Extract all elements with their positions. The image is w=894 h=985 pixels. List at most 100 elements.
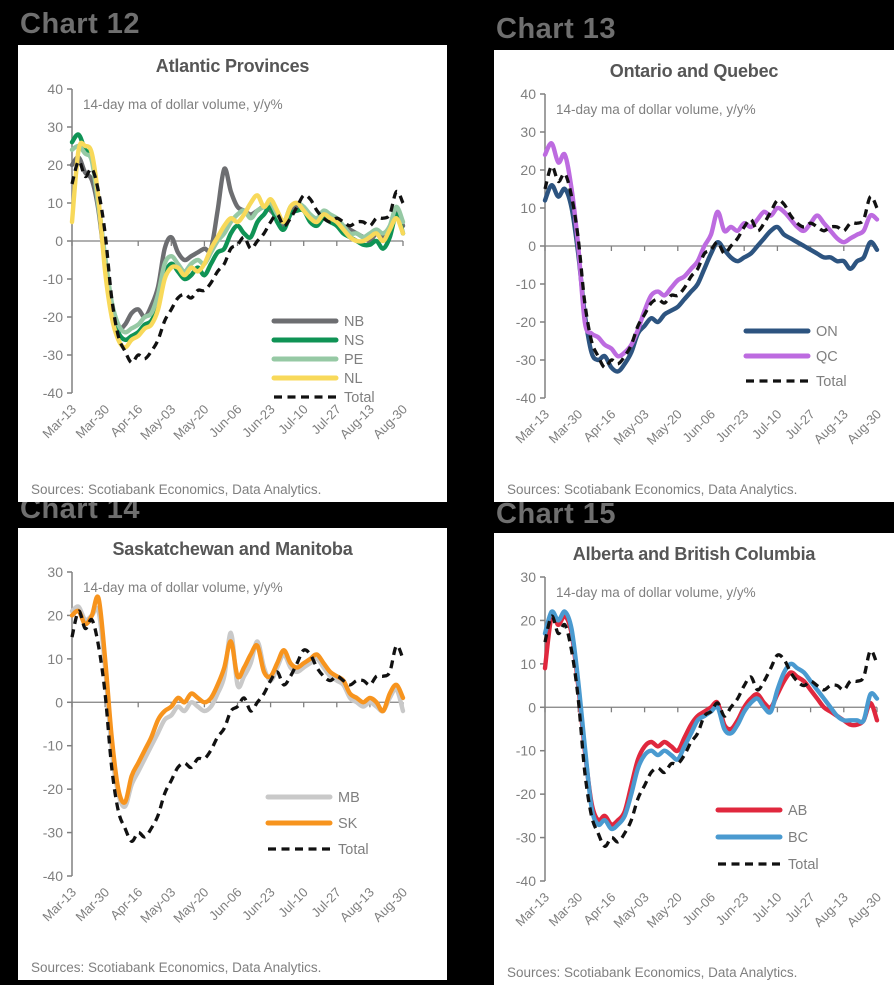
- x-tick-label: Jul-10: [275, 402, 311, 438]
- x-tick-label: Aug-30: [370, 885, 410, 925]
- series-total-line: [70, 159, 405, 365]
- y-tick-label: 0: [528, 238, 536, 254]
- legend-item-total: Total: [274, 390, 375, 406]
- legend-label-ns: NS: [344, 333, 364, 349]
- chart-14-plot: 3020100-10-20-30-40Mar-13Mar-30Apr-16May…: [39, 564, 410, 926]
- y-tick-label: -10: [43, 738, 63, 754]
- chart-subtitle: 14-day ma of dollar volume, y/y%: [556, 585, 756, 600]
- x-tick-label: Jun-06: [206, 402, 245, 441]
- chart-14-title: Saskatchewan and Manitoba: [112, 539, 353, 559]
- x-tick-label: Aug-13: [337, 402, 377, 442]
- chart-12-panel: Atlantic Provinces 40 30 20 10 0 -10 -20 -30 -40…: [18, 45, 447, 502]
- y-tick-label: 30: [47, 564, 63, 580]
- y-tick-label: -20: [516, 786, 536, 802]
- chart-13-source: Sources: Scotiabank Economics, Data Anal…: [507, 482, 798, 497]
- y-tick-label: 40: [520, 86, 536, 102]
- x-tick-label: Jul-10: [749, 407, 785, 443]
- x-tick-label: Aug-30: [844, 890, 884, 930]
- legend-label-total: Total: [344, 390, 375, 406]
- chart-subtitle: 14-day ma of dollar volume, y/y%: [83, 580, 283, 595]
- chart-12-heading: Chart 12: [20, 8, 141, 40]
- y-tick-label: -40: [516, 390, 536, 406]
- x-tick-label: May-03: [137, 885, 178, 926]
- y-tick-label: -20: [516, 314, 536, 330]
- chart-13-plot: 403020100-10-20-30-40Mar-13Mar-30Apr-16M…: [512, 86, 884, 448]
- x-tick-label: May-20: [170, 885, 211, 926]
- x-tick-label: Mar-13: [512, 407, 552, 447]
- legend-label-nl: NL: [344, 371, 363, 387]
- chart-15-plot: 3020100-10-20-30-40Mar-13Mar-30Apr-16May…: [512, 569, 884, 931]
- y-tick-label: -10: [43, 271, 63, 287]
- y-tick-label: 20: [520, 612, 536, 628]
- y-tick-label: -30: [43, 347, 63, 363]
- x-tick-label: Jun-23: [239, 402, 278, 441]
- chart-14-source: Sources: Scotiabank Economics, Data Anal…: [31, 960, 322, 975]
- legend-item-ns: NS: [271, 333, 364, 349]
- x-tick-label: Mar-13: [39, 402, 79, 442]
- y-tick-label: -10: [516, 743, 536, 759]
- legend-item-total: Total: [718, 857, 819, 873]
- legend-label-on: ON: [816, 324, 838, 340]
- x-tick-label: May-03: [610, 890, 651, 931]
- y-tick-label: 20: [47, 607, 63, 623]
- legend-label-pe: PE: [344, 352, 364, 368]
- legend-label-bc: BC: [788, 830, 808, 846]
- legend-item-nl: NL: [271, 371, 363, 387]
- series-on-line: [542, 183, 880, 374]
- x-tick-label: Mar-13: [39, 885, 79, 925]
- x-tick-label: Jun-06: [206, 885, 245, 924]
- y-tick-label: -40: [43, 385, 63, 401]
- legend-item-nb: NB: [271, 314, 364, 330]
- x-tick-label: May-20: [644, 407, 685, 448]
- x-tick-label: Jun-06: [679, 890, 718, 929]
- chart-13-heading: Chart 13: [496, 13, 617, 45]
- legend-label-total: Total: [816, 374, 847, 390]
- y-tick-label: 0: [55, 233, 63, 249]
- x-tick-label: May-20: [170, 402, 211, 443]
- legend-item-mb: MB: [265, 790, 360, 806]
- y-tick-label: -30: [516, 830, 536, 846]
- x-tick-label: Aug-13: [337, 885, 377, 925]
- y-tick-label: -40: [516, 873, 536, 889]
- series-total-line: [543, 164, 879, 370]
- series-bc-line: [542, 609, 880, 832]
- series-nl-line: [69, 140, 406, 350]
- chart-13-title: Ontario and Quebec: [609, 61, 779, 81]
- legend-label-nb: NB: [344, 314, 364, 330]
- y-tick-label: 10: [520, 656, 536, 672]
- series-total-line: [70, 609, 405, 843]
- x-tick-label: Aug-13: [811, 407, 851, 447]
- x-tick-label: Mar-30: [546, 407, 586, 447]
- x-tick-label: May-03: [610, 407, 651, 448]
- y-tick-label: 0: [528, 699, 536, 715]
- x-tick-label: Aug-30: [844, 407, 884, 447]
- legend-label-qc: QC: [816, 349, 838, 365]
- legend-label-sk: SK: [338, 816, 358, 832]
- legend-item-qc: QC: [743, 349, 838, 365]
- legend-item-ab: AB: [715, 803, 807, 819]
- legend-label-total: Total: [788, 857, 819, 873]
- x-tick-label: Jun-23: [239, 885, 278, 924]
- x-tick-label: Jun-23: [713, 407, 752, 446]
- chart-12-title: Atlantic Provinces: [155, 56, 310, 76]
- chart-12-source: Sources: Scotiabank Economics, Data Anal…: [31, 482, 322, 497]
- x-tick-label: May-20: [644, 890, 685, 931]
- chart-subtitle: 14-day ma of dollar volume, y/y%: [556, 102, 756, 117]
- y-tick-label: 20: [47, 157, 63, 173]
- y-tick-label: 20: [520, 162, 536, 178]
- legend-item-bc: BC: [715, 830, 808, 846]
- x-tick-label: Mar-13: [512, 890, 552, 930]
- chart-subtitle: 14-day ma of dollar volume, y/y%: [83, 97, 283, 112]
- x-tick-label: Mar-30: [72, 885, 112, 925]
- x-tick-label: Jun-23: [713, 890, 752, 929]
- y-tick-label: 40: [47, 81, 63, 97]
- y-tick-label: 10: [47, 195, 63, 211]
- y-tick-label: -30: [43, 825, 63, 841]
- x-tick-label: Aug-30: [370, 402, 410, 442]
- chart-15-title: Alberta and British Columbia: [572, 544, 816, 564]
- chart-15-source: Sources: Scotiabank Economics, Data Anal…: [507, 965, 798, 980]
- chart-12-plot: 403020100-10-20-30-40Mar-13Mar-30Apr-16M…: [39, 81, 410, 443]
- y-tick-label: -40: [43, 868, 63, 884]
- x-tick-label: Mar-30: [546, 890, 586, 930]
- legend-item-total: Total: [746, 374, 847, 390]
